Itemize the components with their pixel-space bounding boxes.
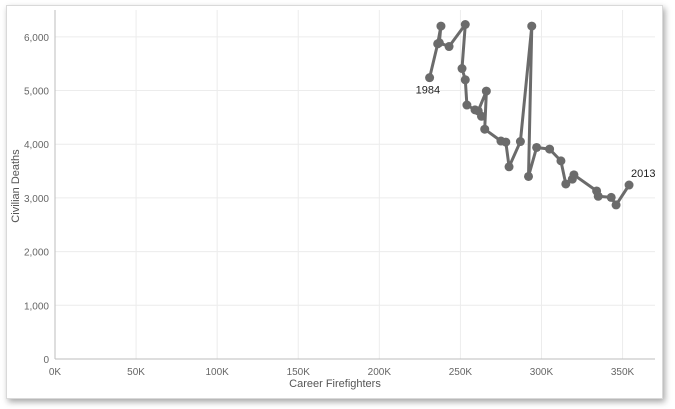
y-tick-label: 1,000 xyxy=(24,301,49,312)
year-annotation: 1984 xyxy=(416,85,440,97)
scatter-line-chart: 0K 50K 100K 150K 200K 250K 300K 350K 0 1,000 2,000… xyxy=(10,10,656,390)
data-point xyxy=(515,137,525,147)
data-point xyxy=(434,38,444,48)
data-point xyxy=(606,192,616,202)
data-point xyxy=(545,144,555,154)
data-point xyxy=(527,21,537,31)
data-point xyxy=(480,124,490,134)
data-point xyxy=(425,73,435,83)
data-point xyxy=(611,200,621,210)
y-tick-label: 4,000 xyxy=(24,140,49,151)
data-point xyxy=(593,191,603,201)
data-point xyxy=(462,100,472,110)
y-tick-label: 5,000 xyxy=(24,87,49,98)
y-tick-label: 3,000 xyxy=(24,194,49,205)
data-point xyxy=(504,162,514,172)
y-axis-title: Civilian Deaths xyxy=(10,149,22,223)
data-point xyxy=(436,21,446,31)
data-point xyxy=(532,142,542,152)
data-point xyxy=(624,180,634,190)
y-tick-label: 0 xyxy=(43,355,49,366)
x-tick-label: 0K xyxy=(49,367,62,378)
x-tick-label: 150K xyxy=(287,367,311,378)
data-point xyxy=(524,171,534,181)
y-tick-label: 2,000 xyxy=(24,248,49,259)
data-point xyxy=(460,19,470,29)
data-point xyxy=(481,86,491,96)
x-tick-label: 50K xyxy=(127,367,145,378)
x-tick-label: 200K xyxy=(368,367,392,378)
data-point xyxy=(473,106,483,116)
x-axis-title: Career Firefighters xyxy=(289,378,381,390)
y-tick-label: 6,000 xyxy=(24,33,49,44)
x-tick-label: 100K xyxy=(205,367,229,378)
data-point xyxy=(457,64,467,74)
data-point xyxy=(460,75,470,85)
x-tick-label: 250K xyxy=(449,367,473,378)
data-point xyxy=(444,42,454,52)
data-point xyxy=(569,170,579,180)
chart-frame: 0K 50K 100K 150K 200K 250K 300K 350K 0 1,000 2,000… xyxy=(6,5,663,399)
data-point xyxy=(561,179,571,189)
year-annotation: 2013 xyxy=(631,168,655,180)
x-tick-label: 350K xyxy=(611,367,635,378)
data-point xyxy=(556,156,566,166)
data-point xyxy=(501,137,511,147)
x-tick-label: 300K xyxy=(530,367,554,378)
